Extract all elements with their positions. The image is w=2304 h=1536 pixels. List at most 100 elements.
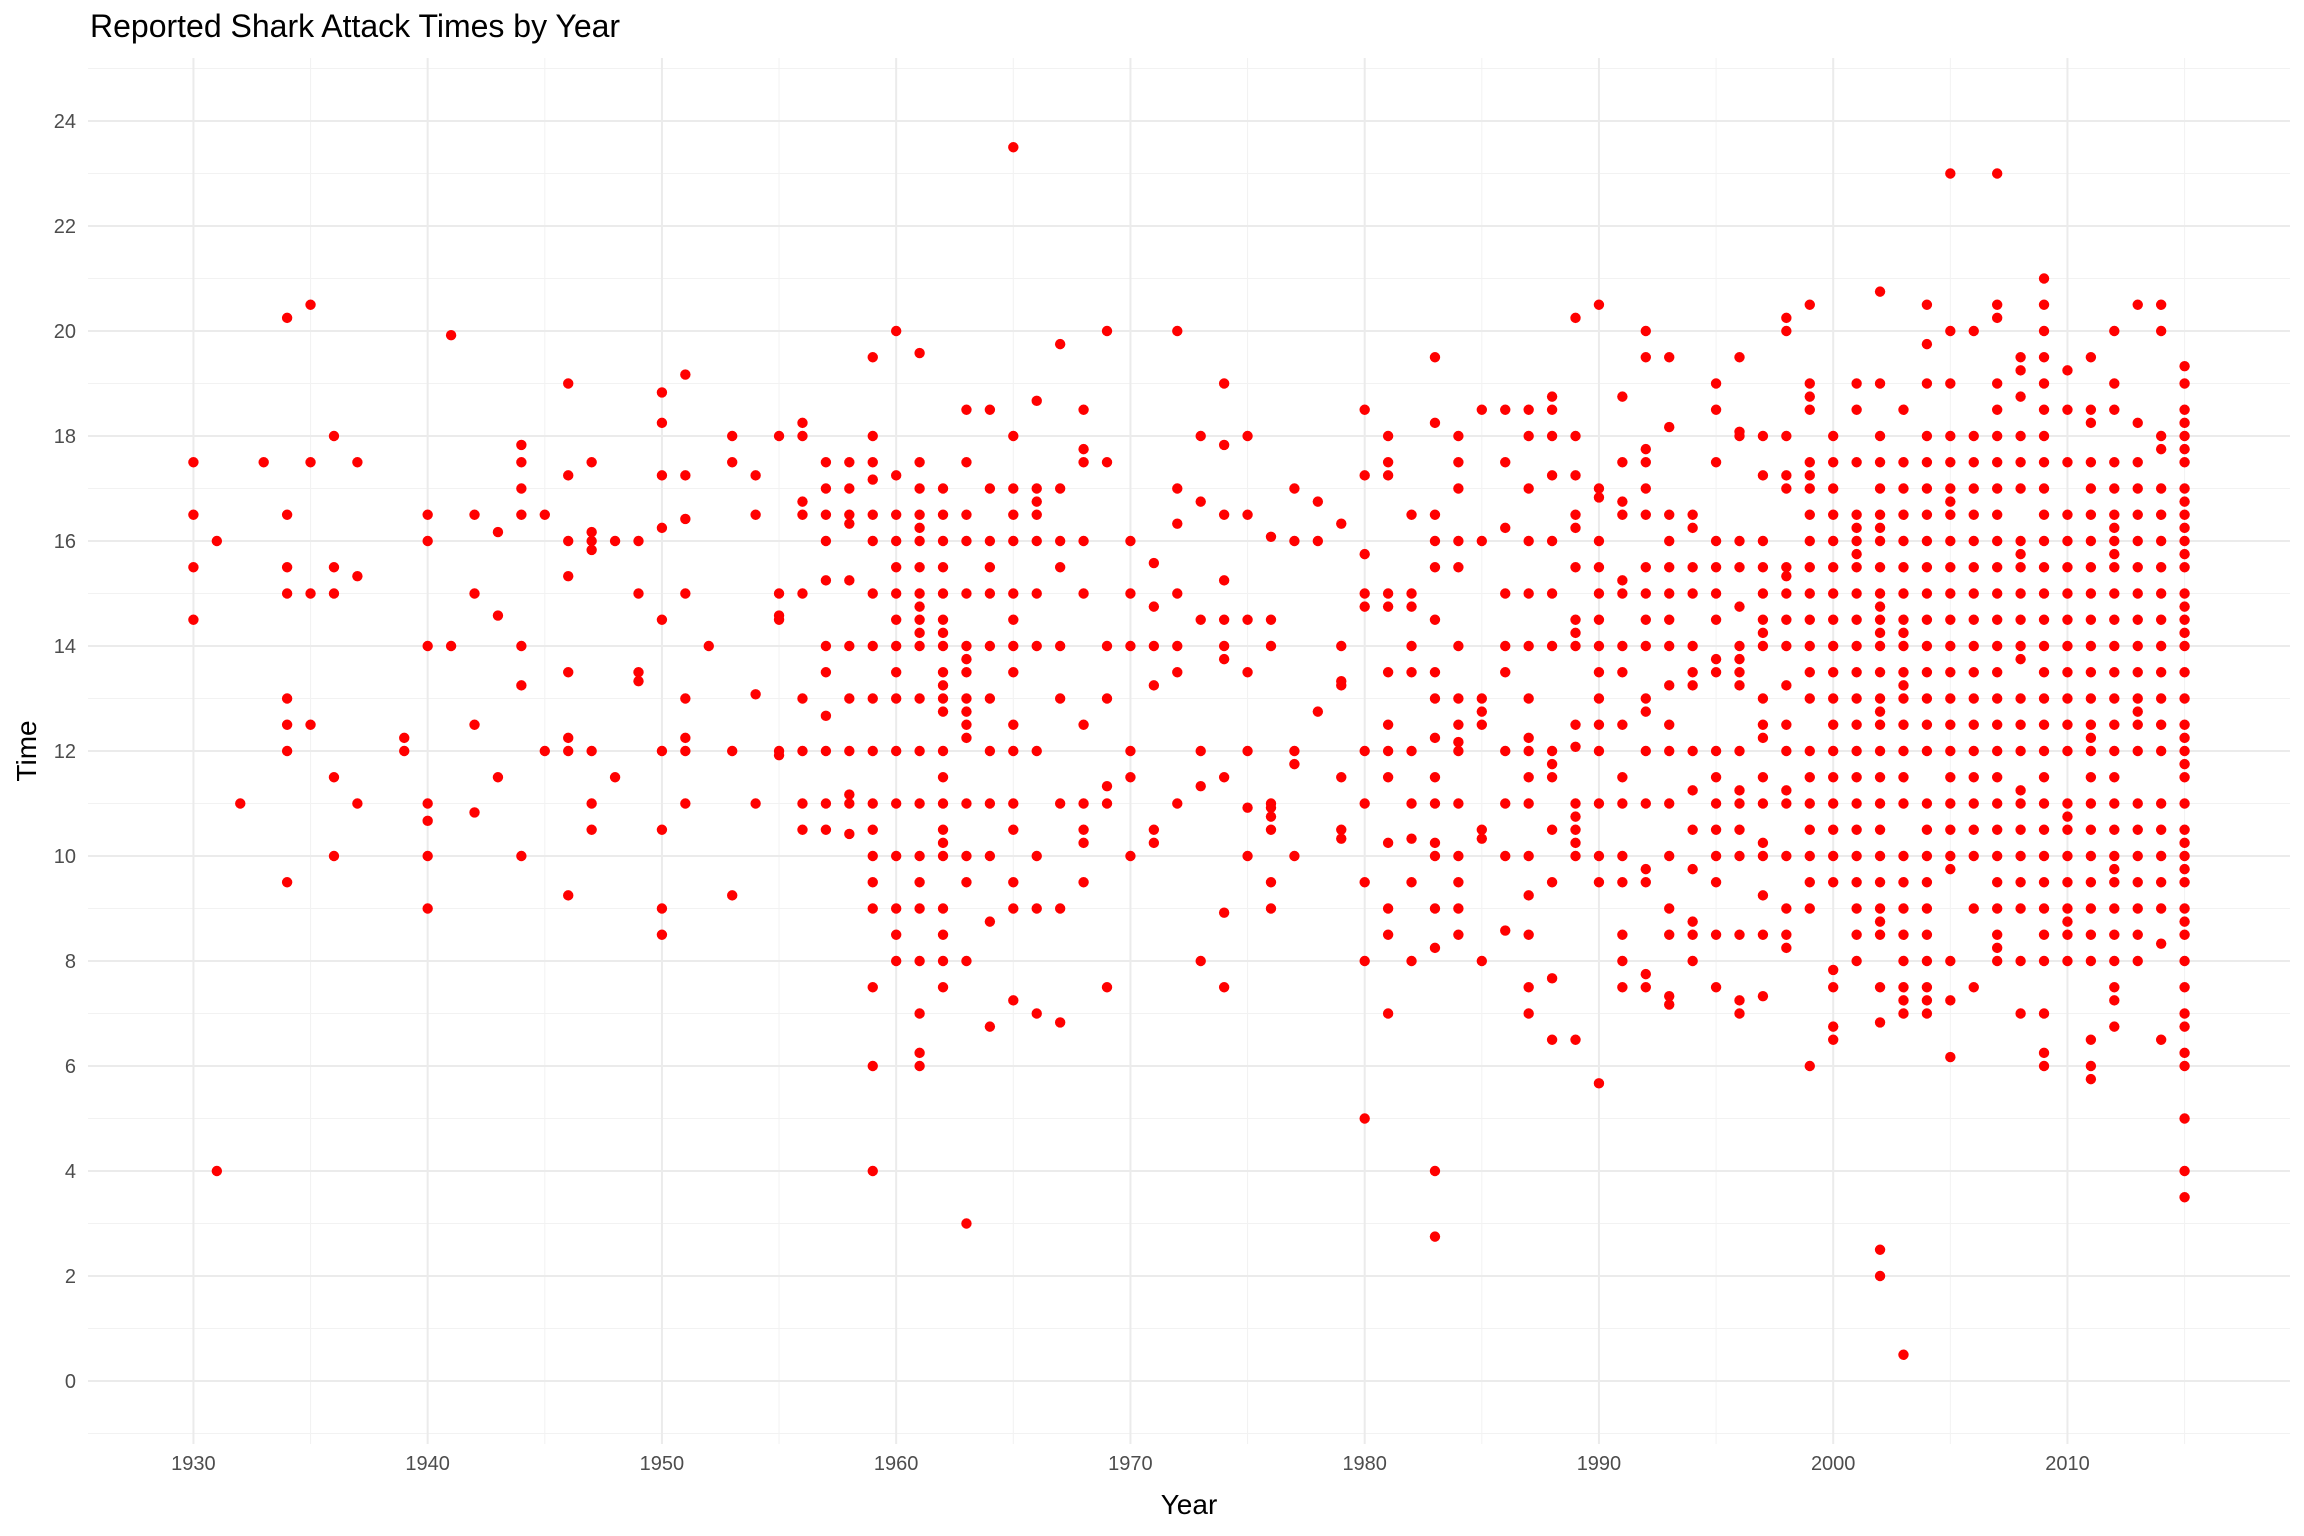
data-point <box>1640 562 1651 573</box>
data-point <box>1734 1008 1745 1019</box>
data-point <box>1991 877 2003 888</box>
data-point <box>1757 614 1769 625</box>
data-point <box>1710 824 1722 835</box>
data-point <box>1570 824 1581 835</box>
data-point <box>1406 640 1417 652</box>
data-point <box>1734 430 1745 442</box>
data-point <box>890 562 902 573</box>
data-point <box>399 745 410 757</box>
data-point <box>1523 693 1534 704</box>
data-point <box>2132 640 2143 652</box>
data-point <box>703 640 714 652</box>
data-point <box>1593 535 1605 547</box>
data-point <box>1710 562 1722 573</box>
data-point <box>1757 929 1769 940</box>
data-point <box>2109 929 2120 940</box>
data-point <box>2015 640 2026 652</box>
data-point <box>1968 719 1979 730</box>
data-point <box>2109 667 2120 678</box>
data-point <box>1804 1060 1815 1072</box>
data-point <box>1664 680 1675 691</box>
x-tick-label: 2000 <box>1811 1453 1856 1475</box>
data-point <box>1898 719 1909 730</box>
data-point <box>1570 614 1581 625</box>
data-point <box>1991 614 2003 625</box>
data-point <box>1874 745 1886 757</box>
data-point <box>890 588 902 599</box>
data-point <box>1570 719 1581 730</box>
data-point <box>563 732 574 744</box>
data-point <box>1359 404 1370 415</box>
data-point <box>1687 522 1698 534</box>
x-tick-label: 2010 <box>2045 1453 2090 1475</box>
data-point <box>2179 877 2190 888</box>
data-point <box>1874 772 1886 783</box>
data-point <box>1664 999 1675 1010</box>
data-point <box>937 614 949 625</box>
data-point <box>1781 903 1792 914</box>
data-point <box>1687 824 1698 835</box>
data-point <box>1195 496 1206 507</box>
data-point <box>1991 667 2003 678</box>
data-point <box>820 710 832 722</box>
data-point <box>1218 772 1230 783</box>
data-point <box>1804 640 1815 652</box>
data-point <box>1476 719 1488 730</box>
x-tick-label: 1960 <box>874 1453 919 1475</box>
data-point <box>1664 640 1675 652</box>
data-point <box>2038 903 2050 914</box>
data-point <box>2085 1073 2097 1085</box>
data-point <box>937 982 949 993</box>
data-point <box>820 457 832 468</box>
data-point <box>1898 903 1909 914</box>
data-point <box>984 535 996 547</box>
data-point <box>1570 741 1581 752</box>
data-point <box>1101 693 1113 704</box>
data-point <box>2179 417 2190 429</box>
data-point <box>1031 535 1042 547</box>
data-point <box>1874 483 1886 494</box>
data-point <box>469 588 480 599</box>
data-point <box>2179 1165 2190 1177</box>
data-point <box>2179 1008 2190 1019</box>
data-point <box>984 588 996 599</box>
data-point <box>1054 338 1066 350</box>
data-point <box>1781 614 1792 625</box>
data-point <box>797 745 808 757</box>
data-point <box>680 369 691 380</box>
data-point <box>1874 1244 1886 1255</box>
data-point <box>656 387 668 398</box>
data-point <box>1874 614 1886 625</box>
data-point <box>656 522 668 534</box>
data-point <box>1617 391 1628 402</box>
data-point <box>1453 877 1464 888</box>
data-point <box>1523 430 1534 442</box>
data-point <box>1008 719 1019 730</box>
data-point <box>1453 929 1464 940</box>
data-point <box>2062 588 2073 599</box>
data-point <box>1781 640 1792 652</box>
data-point <box>1453 903 1464 914</box>
data-point <box>1874 982 1886 993</box>
data-point <box>305 588 316 599</box>
data-point <box>2155 938 2167 949</box>
data-point <box>1991 719 2003 730</box>
data-point <box>1921 535 1933 547</box>
data-point <box>2085 352 2097 363</box>
data-point <box>1429 417 1441 429</box>
data-point <box>188 614 199 625</box>
data-point <box>984 798 996 809</box>
data-point <box>797 417 808 429</box>
data-point <box>1945 562 1956 573</box>
data-point <box>1921 745 1933 757</box>
data-point <box>1898 627 1909 639</box>
data-point <box>1968 614 1979 625</box>
data-point <box>961 653 972 665</box>
data-point <box>516 850 527 862</box>
data-point <box>1008 903 1019 914</box>
data-point <box>1500 588 1511 599</box>
y-tick-label: 16 <box>54 531 76 553</box>
data-point <box>1523 850 1534 862</box>
data-point <box>1734 667 1745 678</box>
data-point <box>914 903 925 914</box>
